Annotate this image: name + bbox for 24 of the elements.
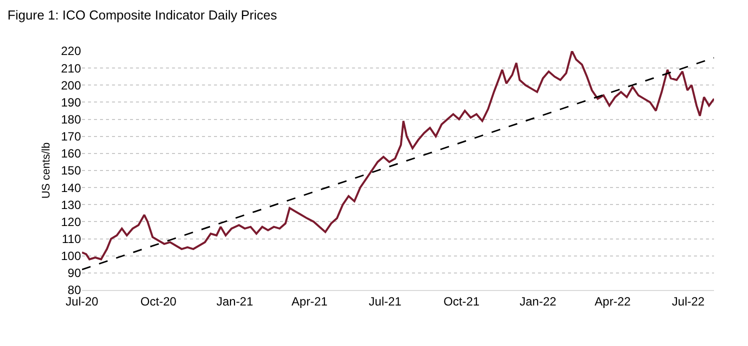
x-tick-label: Oct-20: [140, 294, 177, 308]
chart-title: Figure 1: ICO Composite Indicator Daily Prices: [7, 7, 278, 22]
y-tick-label: 140: [60, 180, 82, 195]
x-tick-label: Jul-22: [672, 294, 705, 308]
y-tick-label: 130: [60, 198, 82, 212]
x-tick-label: Oct-21: [444, 294, 480, 308]
y-axis-title: US cents/lb: [40, 142, 53, 199]
y-tick-label: 220: [60, 44, 82, 58]
x-tick-label: Jan-21: [216, 294, 254, 308]
y-tick-label: 160: [60, 146, 82, 161]
x-tick-label: Apr-21: [292, 294, 328, 308]
y-tick-label: 100: [60, 249, 82, 264]
x-tick-label: Apr-22: [594, 294, 632, 308]
y-tick-label: 190: [60, 95, 82, 110]
y-tick-label: 210: [60, 61, 82, 76]
y-tick-label: 90: [68, 266, 82, 280]
y-tick-label: 120: [60, 214, 82, 229]
y-tick-label: 150: [60, 164, 82, 178]
y-tick-label: 170: [60, 130, 82, 144]
y-tick-label: 200: [60, 78, 82, 92]
y-tick-label: 180: [60, 112, 82, 126]
y-tick-label: 110: [62, 232, 82, 246]
x-tick-label: Jan-22: [520, 294, 557, 308]
x-tick-label: Jul-21: [368, 294, 402, 308]
